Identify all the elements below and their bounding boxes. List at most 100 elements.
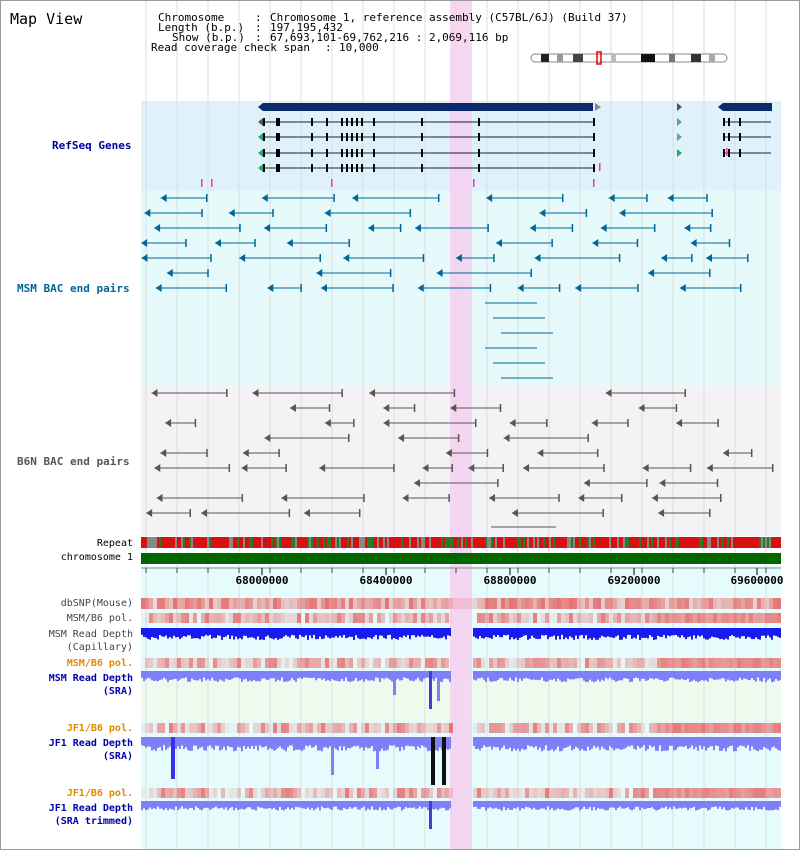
jf1-sra-depth: [473, 737, 475, 747]
track-label-refseq-genes[interactable]: RefSeq Genes: [52, 139, 132, 152]
dbsnp-cell: [165, 598, 169, 609]
dbsnp-cell: [453, 598, 457, 609]
exon: [351, 133, 353, 141]
repeat-segment: [423, 537, 425, 548]
jf1-b6-pol-cell: [333, 723, 337, 733]
track-label-msm-read-depth-capillary[interactable]: MSM Read Depth (Capillary): [48, 629, 133, 653]
track-label-repeat[interactable]: Repeat: [96, 538, 133, 549]
track-label-jf1-b6-pol-1[interactable]: JF1/B6 pol.: [66, 723, 133, 734]
jf1-b6-pol-cell: [669, 788, 673, 798]
jf1-sra-depth: [219, 737, 221, 751]
msm-capillary-depth: [255, 628, 257, 640]
track-label-jf1-read-depth-sra[interactable]: JF1 Read Depth (SRA): [48, 738, 133, 762]
track-label-chromosome[interactable]: chromosome 1: [60, 552, 133, 563]
dbsnp-cell: [293, 598, 297, 609]
jf1-b6-pol-cell: [477, 788, 481, 798]
msm-sra-depth: [249, 671, 251, 681]
repeat-segment: [343, 537, 345, 548]
jf1-b6-pol-cell: [753, 788, 757, 798]
track-label-dbsnp[interactable]: dbSNP(Mouse): [60, 598, 133, 609]
msm-b6-pol-cell: [405, 613, 409, 623]
jf1-trimmed-depth: [413, 801, 415, 808]
track-label-jf1-b6-pol-2[interactable]: JF1/B6 pol.: [66, 788, 133, 799]
gene-block: [263, 103, 593, 111]
msm-b6-pol-cell: [217, 658, 221, 668]
track-label-b6n-bac[interactable]: B6N BAC end pairs: [17, 455, 130, 468]
repeat-segment: [451, 537, 453, 548]
b6n-bac-pair-end: [383, 404, 390, 412]
jf1-sra-depth: [447, 737, 449, 750]
msm-bac-pair-end: [728, 239, 731, 247]
jf1-trimmed-depth: [521, 801, 523, 809]
msm-b6-pol-cell: [621, 613, 625, 623]
jf1-b6-pol-cell: [689, 723, 693, 733]
track-label-msm-b6-pol-1[interactable]: MSM/B6 pol.: [66, 613, 133, 624]
msm-capillary-depth: [587, 628, 589, 640]
msm-capillary-depth: [357, 628, 359, 639]
msm-capillary-depth: [287, 628, 289, 637]
jf1-trimmed-depth: [589, 801, 591, 807]
jf1-sra-depth: [165, 737, 167, 750]
track-label-jf1-read-depth-trimmed[interactable]: JF1 Read Depth (SRA trimmed): [48, 803, 133, 827]
msm-sra-depth: [413, 671, 415, 682]
jf1-sra-depth: [739, 737, 741, 746]
msm-b6-pol-cell: [381, 658, 385, 668]
jf1-b6-pol-cell: [553, 788, 557, 798]
repeat-segment: [403, 537, 405, 548]
b6n-bac-pair-end: [642, 464, 649, 472]
dbsnp-cell: [417, 598, 421, 609]
jf1-b6-pol-cell: [597, 723, 601, 733]
jf1-sra-depth: [717, 737, 719, 746]
track-label-msm-b6-pol-2[interactable]: MSM/B6 pol.: [66, 658, 133, 669]
repeat-segment: [515, 537, 517, 548]
msm-capillary-depth: [689, 628, 691, 637]
jf1-sra-depth: [649, 737, 651, 746]
jf1-trimmed-depth: [633, 801, 635, 810]
msm-capillary-depth: [271, 628, 273, 639]
msm-bac-pair-end: [316, 269, 323, 277]
msm-b6-pol-cell: [473, 613, 477, 623]
msm-b6-pol-cell: [697, 613, 701, 623]
msm-capillary-depth: [279, 628, 281, 639]
jf1-trimmed-depth: [591, 801, 593, 811]
repeat-segment: [147, 537, 149, 548]
exon: [351, 118, 353, 126]
msm-capillary-depth: [215, 628, 217, 638]
jf1-b6-pol-cell: [289, 723, 293, 733]
msm-capillary-depth: [427, 628, 429, 637]
msm-b6-pol-cell: [489, 658, 493, 668]
track-label-msm-bac[interactable]: MSM BAC end pairs: [17, 282, 130, 295]
jf1-sra-depth: [699, 737, 701, 746]
jf1-b6-pol-cell: [741, 723, 745, 733]
msm-b6-pol-cell: [161, 658, 165, 668]
jf1-b6-pol-cell: [209, 788, 213, 798]
msm-capillary-depth: [371, 628, 373, 639]
msm-b6-pol-cell: [237, 613, 241, 623]
msm-b6-pol-cell: [673, 658, 677, 668]
jf1-trimmed-depth: [307, 801, 309, 808]
msm-sra-depth: [483, 671, 485, 680]
jf1-b6-pol-cell: [169, 788, 173, 798]
jf1-trimmed-depth: [357, 801, 359, 810]
msm-sra-depth: [301, 671, 303, 679]
b6n-bac-pair-end: [587, 434, 589, 442]
msm-capillary-depth: [561, 628, 563, 635]
jf1-b6-pol-cell: [257, 723, 261, 733]
track-label-msm-read-depth-sra[interactable]: MSM Read Depth (SRA): [48, 673, 133, 697]
jf1-b6-pol-cell: [185, 723, 189, 733]
msm-sra-depth: [513, 671, 515, 682]
repeat-segment: [339, 537, 341, 548]
dbsnp-cell: [525, 598, 529, 609]
jf1-b6-pol-cell: [305, 723, 309, 733]
msm-capillary-depth: [421, 628, 423, 636]
msm-sra-depth: [425, 671, 427, 678]
b6n-bac-pair-end: [278, 449, 280, 457]
msm-sra-depth: [749, 671, 751, 680]
dbsnp-cell: [557, 598, 561, 609]
jf1-trimmed-depth: [729, 801, 731, 810]
msm-capillary-depth: [761, 628, 763, 636]
repeat-segment: [497, 537, 499, 548]
jf1-b6-pol-cell: [685, 723, 689, 733]
repeat-segment: [485, 537, 487, 548]
